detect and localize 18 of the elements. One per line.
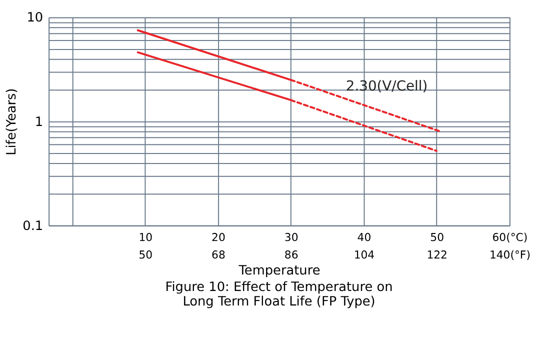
x-tick-label: 20 bbox=[212, 230, 226, 244]
text: Figure 10: Effect of Temperature on Long Term Float Life (FP Type) bbox=[165, 280, 393, 310]
x2-tick-label: 122 bbox=[426, 248, 448, 262]
y-tick-label: 10 bbox=[26, 10, 44, 26]
x2-tick-label: 68 bbox=[212, 248, 226, 262]
x-tick-label: 30 bbox=[284, 230, 298, 244]
x2-tick-label: 104 bbox=[354, 248, 375, 262]
y-tick-label: 1 bbox=[34, 114, 44, 130]
y-tick-label: 0.1 bbox=[22, 218, 44, 234]
x2-tick-label: 50 bbox=[138, 248, 153, 262]
x-tick-label: 60(°C) bbox=[492, 230, 528, 244]
x-tick-label: 10 bbox=[138, 230, 153, 244]
x-tick-label: 50 bbox=[430, 230, 444, 244]
y-axis-title: Life(Years) bbox=[4, 88, 20, 156]
x2-tick-label: 86 bbox=[284, 248, 298, 262]
x-tick-label: 40 bbox=[357, 230, 372, 244]
x2-tick-label: 140(°F) bbox=[489, 248, 530, 262]
x-axis-title: Temperature bbox=[238, 263, 320, 278]
